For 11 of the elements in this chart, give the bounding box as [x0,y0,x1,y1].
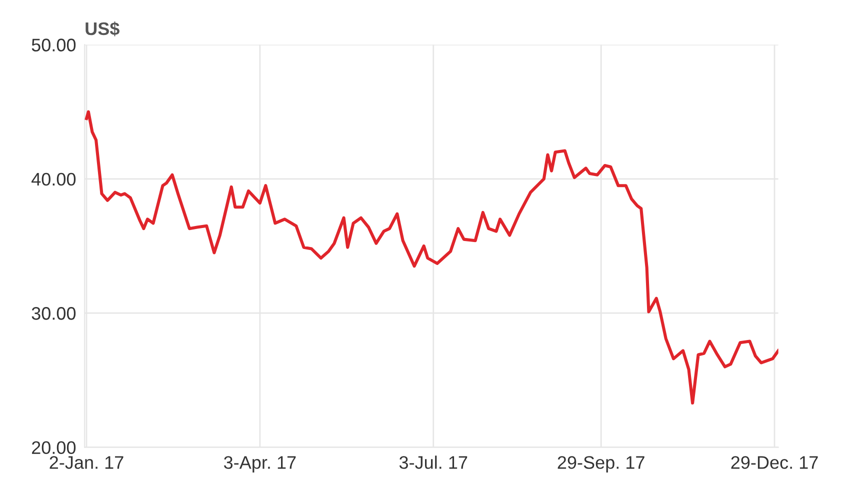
x-tick-label: 3-Apr. 17 [224,456,296,472]
line-series [84,110,778,405]
x-tick-label: 29-Sep. 17 [558,456,644,472]
y-axis-title: US$ [86,22,120,36]
x-tick-label: 29-Dec. 17 [731,456,818,469]
x-tick-label: 3-Jul. 17 [399,456,468,469]
y-tick-label: 30.00 [32,307,76,320]
y-tick-label: 20.00 [32,441,76,454]
x-tick-label: 2-Jan. 17 [50,456,124,469]
y-tick-label: 50.00 [32,38,76,52]
y-tick-label: 40.00 [32,172,76,186]
